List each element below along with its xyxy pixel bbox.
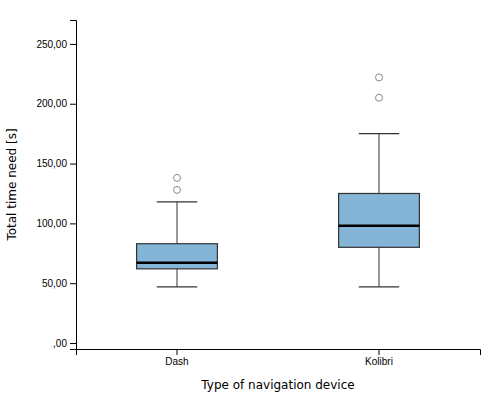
x-tick: Kolibri xyxy=(365,349,393,367)
x-tick-mark xyxy=(379,349,380,355)
cap-low xyxy=(359,286,399,287)
y-tick-label: 100,00 xyxy=(36,218,67,229)
chart: ,00 50,00 100,00 150,00 200,00 250,00 Dash Koli… xyxy=(0,0,500,401)
whisker-high xyxy=(379,134,380,194)
y-tick-label: 50,00 xyxy=(42,278,67,289)
cap-high xyxy=(157,201,197,202)
y-tick-label: 150,00 xyxy=(36,158,67,169)
box xyxy=(137,244,218,269)
y-tick-mark xyxy=(70,343,76,344)
y-tick-label: 200,00 xyxy=(36,98,67,109)
y-tick-mark xyxy=(70,104,76,105)
y-tick-label: ,00 xyxy=(53,338,67,349)
outlier xyxy=(174,174,181,181)
x-axis: Dash Kolibri xyxy=(77,349,481,367)
whisker-low xyxy=(379,247,380,286)
whisker-low xyxy=(177,269,178,287)
y-axis-line xyxy=(70,21,77,350)
y-tick: ,00 xyxy=(53,338,76,349)
x-axis-line xyxy=(77,350,481,356)
box-group xyxy=(339,74,420,287)
y-tick: 200,00 xyxy=(36,98,76,109)
box xyxy=(339,193,420,247)
plot-area xyxy=(137,74,420,287)
cap-high xyxy=(359,133,399,134)
y-tick-mark xyxy=(70,223,76,224)
x-tick-mark xyxy=(177,349,178,355)
median xyxy=(339,225,420,228)
y-tick-mark xyxy=(70,44,76,45)
outlier xyxy=(376,94,383,101)
y-tick: 250,00 xyxy=(36,39,76,50)
whisker-high xyxy=(177,202,178,244)
cap-low xyxy=(157,286,197,287)
outlier xyxy=(376,74,383,81)
y-axis-title: Total time need [s] xyxy=(5,128,19,241)
x-tick-label: Dash xyxy=(165,356,188,367)
box-group xyxy=(137,174,218,286)
x-tick-label: Kolibri xyxy=(365,356,393,367)
x-tick: Dash xyxy=(165,349,188,367)
median xyxy=(137,262,218,265)
y-tick-mark xyxy=(70,283,76,284)
y-tick-label: 250,00 xyxy=(36,39,67,50)
y-tick-mark xyxy=(70,164,76,165)
y-tick: 100,00 xyxy=(36,218,76,229)
y-tick: 50,00 xyxy=(42,278,76,289)
outlier xyxy=(174,186,181,193)
x-axis-title: Type of navigation device xyxy=(200,378,354,392)
y-axis: ,00 50,00 100,00 150,00 200,00 250,00 xyxy=(36,21,76,350)
y-tick: 150,00 xyxy=(36,158,76,169)
